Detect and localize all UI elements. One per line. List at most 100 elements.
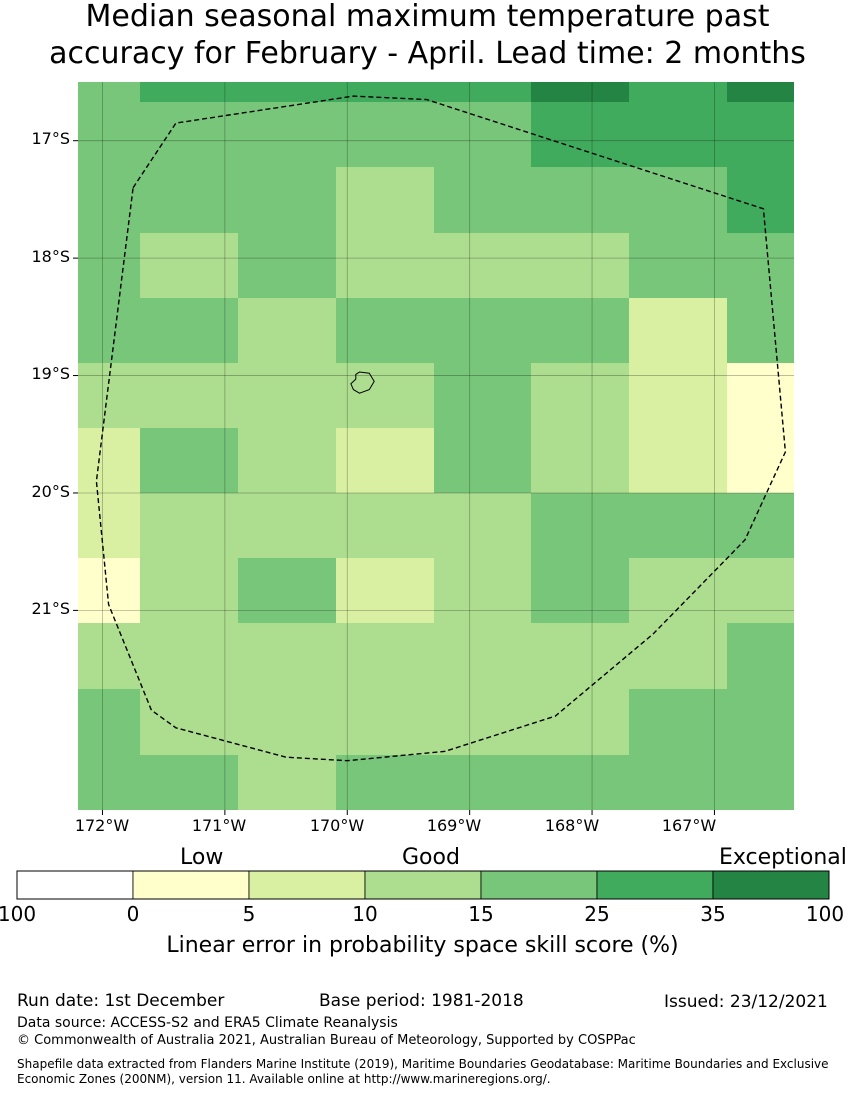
colorbar-title: Linear error in probability space skill … [166, 933, 679, 958]
lat-tick-label: 17°S [31, 129, 70, 148]
colorbar-segment [480, 870, 598, 900]
lon-tick-label: 169°W [426, 816, 482, 835]
skill-grid-cell [434, 363, 531, 428]
skill-grid-cell [629, 298, 727, 363]
skill-grid-cell [531, 428, 629, 493]
skill-grid-cell [140, 428, 238, 493]
skill-grid-cell [78, 493, 140, 558]
skill-grid-cell [140, 755, 238, 810]
skill-grid-cell [531, 558, 629, 623]
skill-grid-cell [336, 102, 434, 167]
skill-grid-cell [629, 755, 727, 810]
skill-grid-cell [629, 689, 727, 755]
lat-tick-label: 20°S [31, 482, 70, 501]
figure-title-line-2: accuracy for February - April. Lead time… [49, 36, 806, 71]
colorbar-frame [16, 870, 830, 900]
base-period: Base period: 1981-2018 [319, 991, 524, 1011]
category-low: Low [180, 845, 224, 870]
skill-grid-cell [629, 82, 727, 102]
skill-grid-cell [140, 689, 238, 755]
skill-grid-cell [727, 689, 794, 755]
figure-title-line-1: Median seasonal maximum temperature past [85, 0, 770, 34]
skill-grid-cell [78, 363, 140, 428]
data-source: Data source: ACCESS-S2 and ERA5 Climate … [17, 1015, 398, 1031]
skill-grid-cell [629, 167, 727, 233]
skill-grid-cell [140, 558, 238, 623]
skill-grid-cell [629, 493, 727, 558]
skill-grid-cell [434, 689, 531, 755]
skill-grid-cell [629, 363, 727, 428]
lon-tick-label: 170°W [309, 816, 365, 835]
skill-grid-cell [140, 623, 238, 689]
copyright-notice: © Commonwealth of Australia 2021, Austra… [17, 1033, 636, 1048]
colorbar-tick: 100 [0, 902, 37, 926]
skill-grid-cell [434, 298, 531, 363]
run-date: Run date: 1st December [17, 991, 225, 1011]
colorbar-segment [712, 870, 830, 900]
skill-grid-cell [78, 298, 140, 363]
skill-grid-cell [78, 102, 140, 167]
skill-grid-cell [727, 298, 794, 363]
skill-grid-cell [531, 623, 629, 689]
skill-grid-cell [140, 363, 238, 428]
lon-tick-label: 168°W [544, 816, 600, 835]
skill-grid-cell [336, 428, 434, 493]
skill-grid-cell [336, 167, 434, 233]
skill-grid-cell [238, 755, 336, 810]
lon-tick-label: 171°W [191, 816, 247, 835]
skill-grid-cell [629, 428, 727, 493]
skill-grid-cell [336, 298, 434, 363]
skill-grid-cell [238, 428, 336, 493]
skill-grid-cell [238, 167, 336, 233]
skill-grid-cell [434, 493, 531, 558]
skill-grid-cell [238, 233, 336, 298]
skill-grid-cell [78, 82, 140, 102]
skill-grid-cell [727, 755, 794, 810]
lat-tick-label: 19°S [31, 364, 70, 383]
eez-boundary [95, 95, 787, 762]
skill-grid-cell [336, 689, 434, 755]
colorbar-segment [132, 870, 250, 900]
skill-grid-cell [78, 233, 140, 298]
skill-grid-cell [336, 493, 434, 558]
skill-grid-cell [531, 82, 629, 102]
colorbar-tick: 0 [126, 902, 140, 926]
colorbar-tick: 5 [242, 902, 256, 926]
skill-grid-cell [78, 689, 140, 755]
colorbar-segment [248, 870, 366, 900]
skill-grid-cell [531, 363, 629, 428]
skill-grid-cell [531, 493, 629, 558]
skill-grid-cell [78, 755, 140, 810]
colorbar-tick: 35 [700, 902, 726, 926]
skill-grid-cell [531, 689, 629, 755]
skill-grid-cell [78, 428, 140, 493]
skill-grid-cell [140, 167, 238, 233]
skill-grid-cell [629, 623, 727, 689]
skill-grid-cell [531, 167, 629, 233]
skill-grid-cell [629, 233, 727, 298]
skill-grid-cell [140, 82, 238, 102]
issued-date: Issued: 23/12/2021 [664, 992, 828, 1012]
category-good: Good [402, 845, 460, 870]
skill-grid-cell [727, 82, 794, 102]
colorbar-segment [16, 870, 134, 900]
skill-grid-cell [434, 233, 531, 298]
colorbar-tick: 100 [805, 902, 845, 926]
skill-grid-cell [727, 102, 794, 167]
colorbar-tick: 10 [352, 902, 378, 926]
skill-grid-cell [434, 428, 531, 493]
island-outline [350, 371, 375, 394]
skill-grid-cell [727, 233, 794, 298]
skill-grid-cell [531, 755, 629, 810]
skill-grid-cell [629, 102, 727, 167]
shapefile-credit-line-2: Economic Zones (200NM), version 11. Avai… [17, 1072, 551, 1086]
skill-grid-cell [140, 493, 238, 558]
skill-grid-cell [238, 102, 336, 167]
skill-grid-cell [238, 298, 336, 363]
colorbar-tick: 25 [584, 902, 610, 926]
skill-grid-cell [238, 82, 336, 102]
skill-grid-cell [336, 623, 434, 689]
skill-grid-cell [434, 623, 531, 689]
lat-tick-label: 21°S [31, 599, 70, 618]
